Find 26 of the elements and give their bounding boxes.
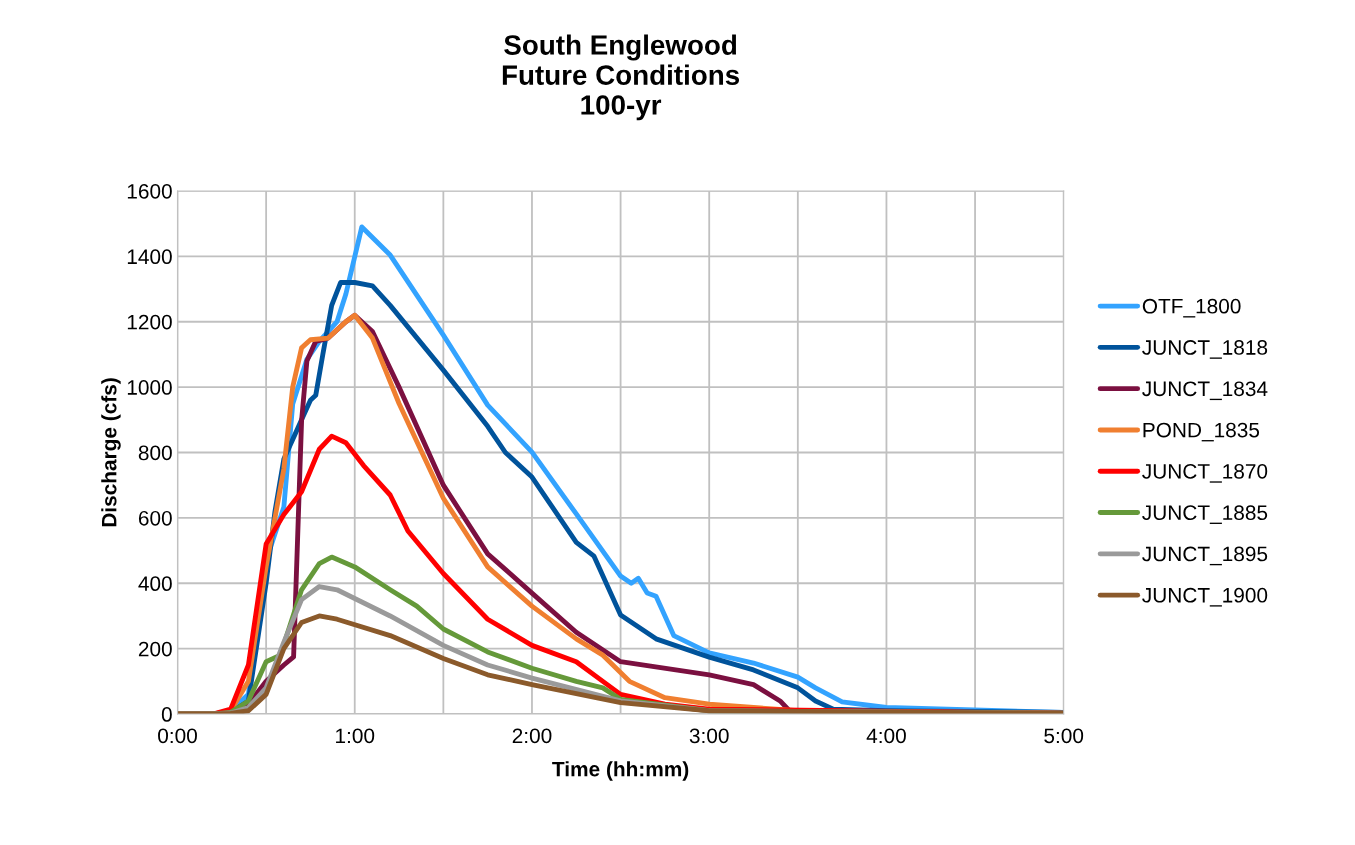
legend-label: JUNCT_1870 [1142, 463, 1268, 483]
x-tick-label: 5:00 [1044, 728, 1084, 744]
x-tick-label: 1:00 [336, 728, 375, 744]
x-tick-label: 3:00 [689, 728, 729, 744]
legend-label: OTF_1800 [1142, 298, 1241, 318]
y-axis-title: Discharge (cfs) [101, 378, 121, 527]
y-tick-label: 400 [138, 576, 172, 592]
chart-title: South Englewood Future Conditions 100-yr [502, 34, 740, 121]
y-tick-label: 600 [138, 510, 172, 526]
legend-label: JUNCT_1818 [1142, 340, 1268, 359]
y-tick-label: 1200 [127, 314, 172, 330]
y-tick-label: 1400 [127, 249, 172, 265]
x-tick-label: 4:00 [866, 728, 906, 744]
legend-label: JUNCT_1885 [1142, 505, 1268, 524]
y-tick-label: 0 [161, 707, 172, 722]
y-tick-label: 800 [138, 445, 172, 461]
legend-label: JUNCT_1895 [1142, 546, 1268, 566]
legend-label: POND_1835 [1143, 422, 1260, 442]
x-tick-label: 2:00 [512, 728, 552, 744]
y-tick-label: 200 [138, 641, 172, 657]
x-tick-label: 0:00 [158, 728, 197, 744]
y-tick-label: 1600 [127, 183, 172, 199]
legend-label: JUNCT_1834 [1142, 381, 1268, 401]
x-axis-title: Time (hh:mm) [552, 761, 689, 781]
y-tick-label: 1000 [127, 380, 172, 395]
legend-label: JUNCT_1900 [1142, 587, 1268, 607]
